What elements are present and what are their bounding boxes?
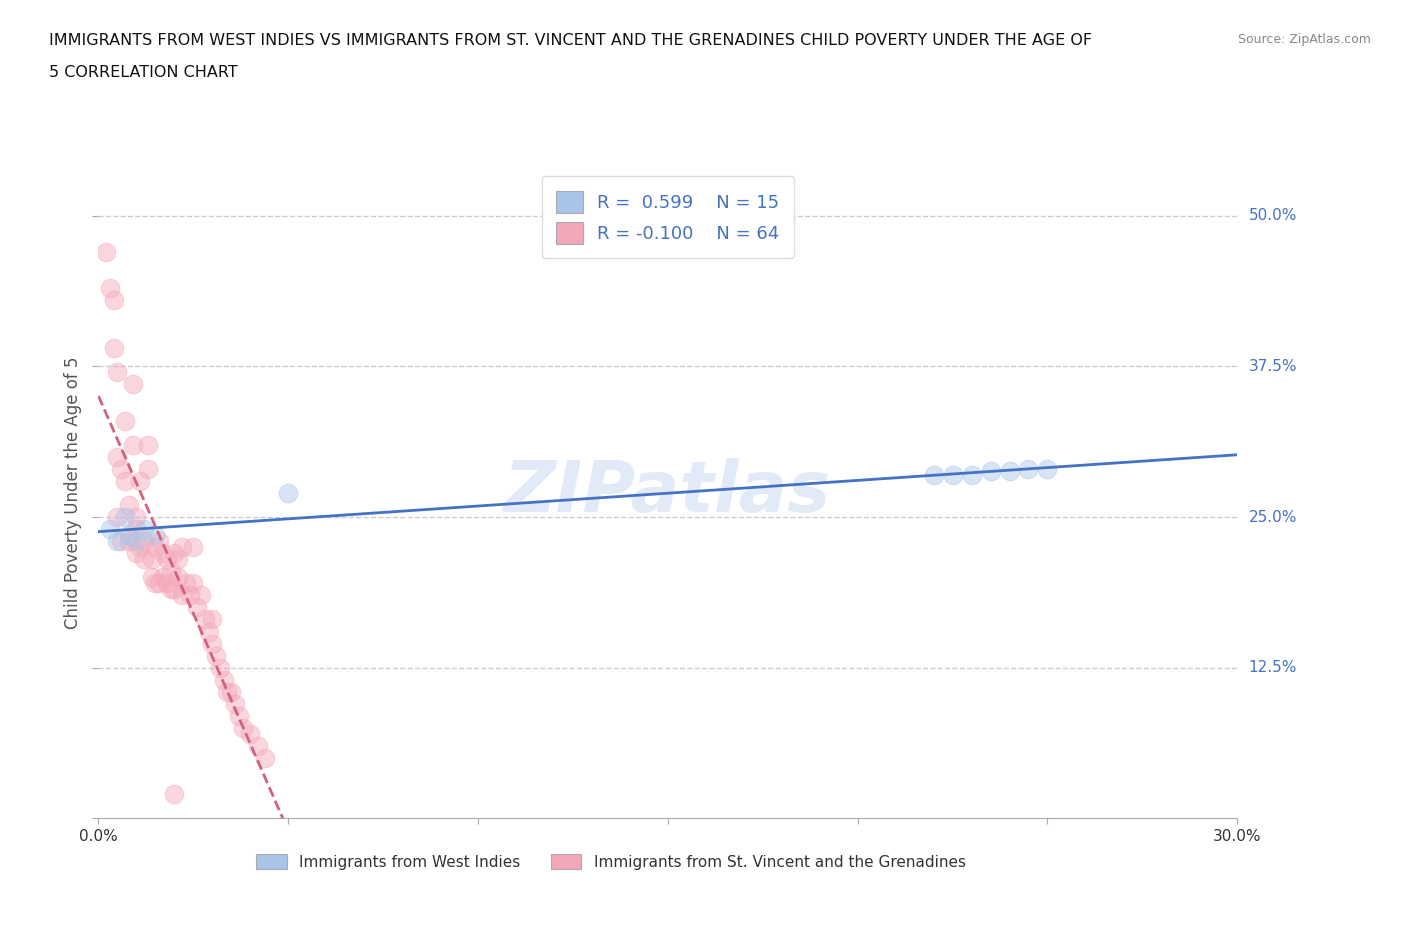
Point [979, 464, 1001, 479]
Point [98, 281, 121, 296]
Point [167, 551, 190, 566]
Point [194, 612, 217, 627]
Text: 50.0%: 50.0% [1249, 208, 1296, 223]
Text: 37.5%: 37.5% [1249, 359, 1296, 374]
Text: IMMIGRANTS FROM WEST INDIES VS IMMIGRANTS FROM ST. VINCENT AND THE GRENADINES CH: IMMIGRANTS FROM WEST INDIES VS IMMIGRANT… [49, 33, 1092, 47]
Point [110, 461, 132, 476]
Point [922, 468, 945, 483]
Point [118, 498, 141, 512]
Point [136, 461, 159, 476]
Point [145, 527, 167, 542]
Point [159, 564, 181, 578]
Point [190, 588, 212, 603]
Point [232, 721, 254, 736]
Point [221, 684, 243, 699]
Point [110, 534, 132, 549]
Point [228, 709, 250, 724]
Text: ZIPatlas: ZIPatlas [505, 458, 831, 527]
Point [125, 546, 148, 561]
Point [148, 534, 170, 549]
Point [201, 636, 224, 651]
Point [239, 726, 262, 741]
Point [107, 510, 129, 525]
Point [94, 245, 117, 259]
Point [129, 539, 152, 554]
Point [118, 527, 141, 542]
Point [183, 539, 205, 554]
Point [159, 582, 181, 597]
Point [208, 660, 231, 675]
Point [254, 751, 277, 765]
Point [163, 787, 186, 802]
Point [103, 340, 125, 355]
Point [129, 473, 152, 488]
Text: 25.0%: 25.0% [1249, 510, 1296, 525]
Point [201, 612, 224, 627]
Point [167, 570, 190, 585]
Point [132, 522, 155, 537]
Point [1018, 461, 1040, 476]
Point [148, 576, 170, 591]
Point [107, 534, 129, 549]
Point [205, 648, 228, 663]
Point [246, 738, 269, 753]
Text: 5 CORRELATION CHART: 5 CORRELATION CHART [49, 65, 238, 80]
Point [224, 697, 246, 711]
Point [107, 449, 129, 464]
Point [125, 534, 148, 549]
Point [163, 582, 186, 597]
Point [152, 570, 174, 585]
Point [156, 551, 179, 566]
Point [163, 546, 186, 561]
Point [98, 522, 121, 537]
Point [103, 293, 125, 308]
Point [197, 624, 219, 639]
Point [121, 377, 143, 392]
Legend: Immigrants from West Indies, Immigrants from St. Vincent and the Grenadines: Immigrants from West Indies, Immigrants … [250, 847, 972, 876]
Text: Source: ZipAtlas.com: Source: ZipAtlas.com [1237, 33, 1371, 46]
Point [145, 539, 167, 554]
Point [942, 468, 965, 483]
Point [277, 485, 299, 500]
Point [186, 600, 208, 615]
Point [156, 576, 179, 591]
Point [170, 588, 193, 603]
Point [179, 588, 201, 603]
Point [217, 684, 239, 699]
Point [152, 546, 174, 561]
Text: 12.5%: 12.5% [1249, 660, 1296, 675]
Point [212, 672, 235, 687]
Point [170, 539, 193, 554]
Point [998, 464, 1021, 479]
Point [174, 576, 197, 591]
Point [114, 413, 136, 428]
Point [121, 437, 143, 452]
Point [183, 576, 205, 591]
Point [1036, 461, 1059, 476]
Point [141, 551, 163, 566]
Point [960, 468, 983, 483]
Point [107, 365, 129, 379]
Point [125, 522, 148, 537]
Point [132, 551, 155, 566]
Point [114, 510, 136, 525]
Point [114, 473, 136, 488]
Y-axis label: Child Poverty Under the Age of 5: Child Poverty Under the Age of 5 [65, 356, 83, 630]
Point [125, 510, 148, 525]
Point [132, 534, 155, 549]
Point [136, 437, 159, 452]
Point [141, 570, 163, 585]
Point [118, 534, 141, 549]
Point [145, 576, 167, 591]
